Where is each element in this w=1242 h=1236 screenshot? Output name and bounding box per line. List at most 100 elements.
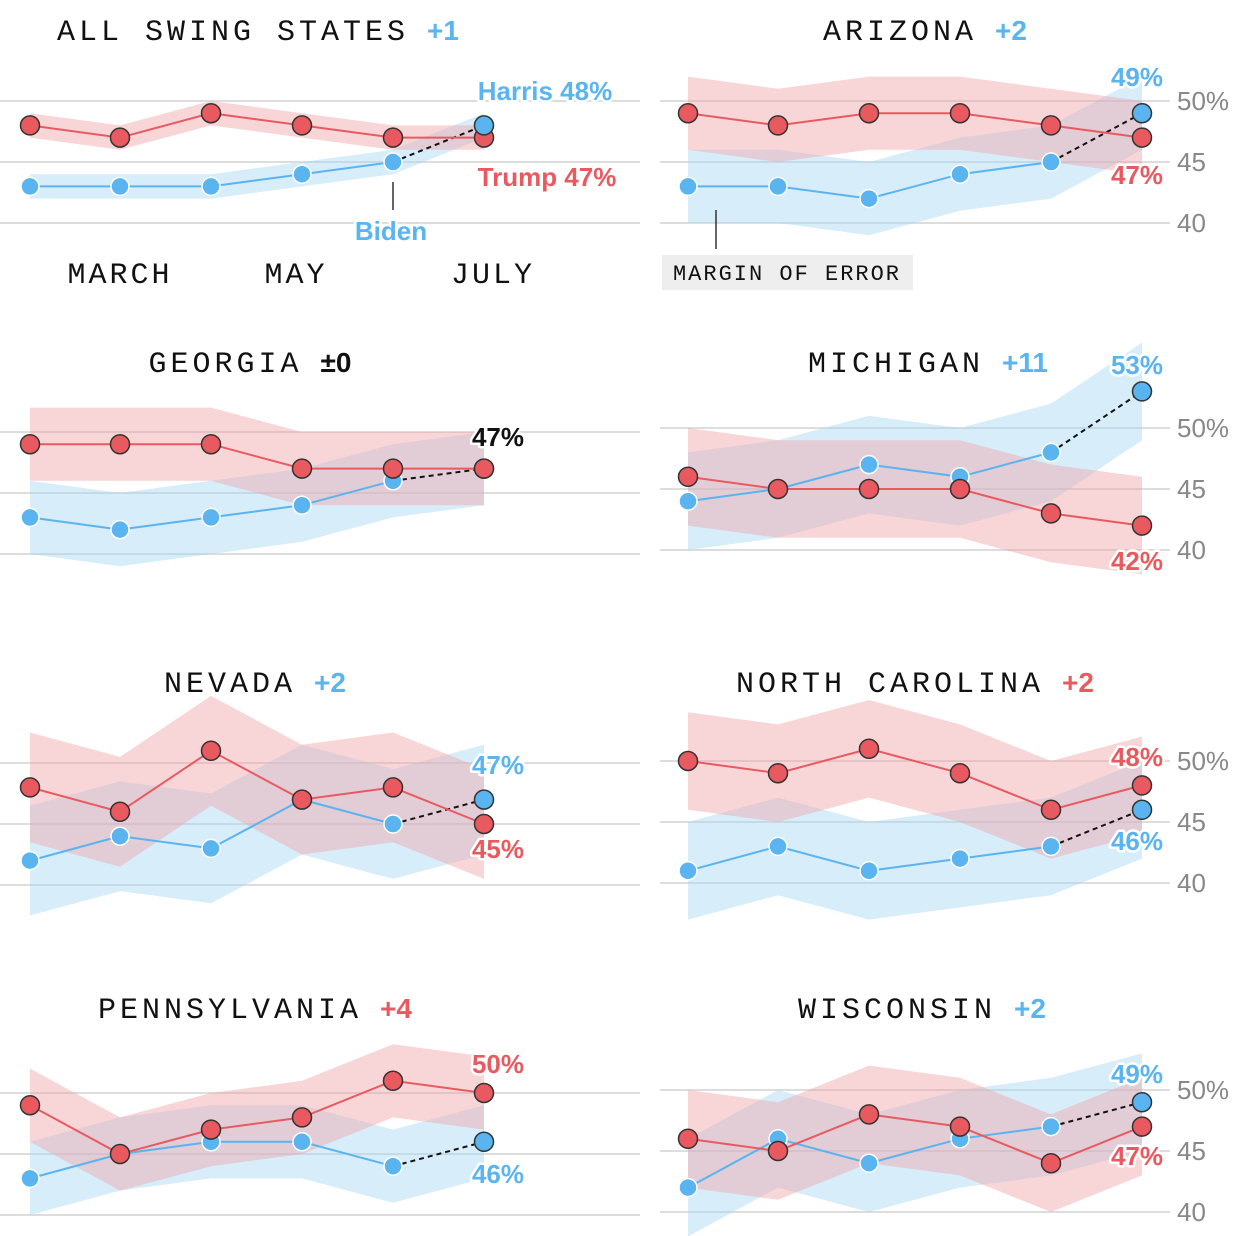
panel-michigan: 50% 45 40 MICHIGAN +11 53% 42%	[660, 342, 1229, 579]
biden-point	[678, 176, 698, 197]
trump-point	[291, 1107, 313, 1128]
lead-margin: +2	[995, 15, 1027, 46]
panel-north-carolina: 50% 45 40 NORTH CAROLINA +2 48% 46%	[660, 667, 1229, 920]
trump-point	[677, 750, 699, 772]
biden-point	[201, 176, 221, 197]
trump-point	[473, 813, 495, 835]
trump-point	[767, 115, 789, 136]
trump-point	[858, 1104, 880, 1125]
trump-line	[29, 749, 485, 825]
y-tick-label: 45	[1177, 147, 1206, 177]
trump-point	[473, 1082, 495, 1104]
harris-end-label: 49%	[1111, 1059, 1163, 1089]
panel-title: ALL SWING STATES +1	[57, 15, 459, 50]
tie-end-label: 47%	[472, 422, 524, 452]
trump-point	[382, 1070, 404, 1092]
month-label: JULY	[451, 259, 535, 293]
biden-point	[292, 495, 312, 515]
trump-line	[687, 475, 1143, 527]
panel-pennsylvania: PENNSYLVANIA +4 50% 46%	[0, 993, 640, 1216]
trump-point	[200, 1119, 222, 1140]
trump-moe-band	[688, 428, 1142, 575]
state-name: WISCONSIN	[798, 994, 996, 1028]
trump-point	[1040, 799, 1062, 821]
trump-point	[949, 762, 971, 784]
biden-point	[292, 164, 312, 184]
biden-annotation-label: Biden	[355, 216, 427, 246]
harris-end-label: 46%	[1111, 826, 1163, 856]
biden-harris-moe-band	[688, 342, 1142, 550]
biden-point	[678, 491, 698, 511]
harris-point	[1131, 799, 1153, 821]
biden-point	[20, 176, 40, 197]
biden-point	[383, 814, 403, 834]
trump-point	[1040, 1152, 1062, 1174]
lead-margin: +2	[314, 667, 346, 698]
lead-margin: +4	[380, 993, 412, 1024]
panel-title: MICHIGAN +11	[808, 347, 1048, 382]
trump-point	[767, 1140, 789, 1162]
trump-point	[200, 433, 222, 455]
trump-moe-band	[688, 1065, 1142, 1212]
biden-harris-moe-band	[30, 1105, 484, 1215]
trump-moe-band	[688, 700, 1142, 859]
state-name: NORTH CAROLINA	[736, 668, 1044, 702]
biden-point	[950, 164, 970, 184]
trump-moe-band	[30, 695, 484, 879]
panel-nevada: NEVADA +2 47% 45%	[0, 667, 640, 916]
trump-end-label: 42%	[1111, 546, 1163, 576]
biden-harris-moe-band	[30, 432, 484, 567]
harris-dashed-line	[392, 798, 485, 825]
biden-point	[20, 507, 40, 528]
harris-point	[1131, 1091, 1153, 1113]
trump-point	[291, 458, 313, 479]
y-tick-label: 50%	[1177, 1075, 1229, 1105]
lead-margin: ±0	[321, 347, 352, 378]
harris-end-label: Harris 48%	[478, 76, 612, 106]
trump-moe-band	[30, 1044, 484, 1191]
state-name: GEORGIA	[149, 348, 303, 382]
biden-point	[20, 1168, 40, 1189]
biden-point	[20, 850, 40, 871]
biden-harris-moe-band	[30, 113, 484, 199]
harris-dashed-line	[392, 467, 485, 482]
trump-end-label: 45%	[472, 834, 524, 864]
trump-point	[677, 102, 699, 124]
trump-line	[29, 112, 484, 139]
panel-title: NEVADA +2	[164, 667, 346, 702]
trump-point	[1131, 775, 1153, 796]
trump-point	[858, 478, 880, 500]
trump-point	[1131, 515, 1153, 536]
harris-point	[473, 1131, 495, 1153]
biden-harris-moe-band	[30, 744, 484, 916]
trump-point	[473, 458, 495, 479]
panel-title: GEORGIA ±0	[149, 347, 352, 382]
trump-point	[1040, 503, 1062, 524]
biden-point	[201, 838, 221, 859]
harris-end-label: 49%	[1111, 62, 1163, 92]
biden-point	[859, 1153, 879, 1173]
trump-point	[858, 738, 880, 760]
trump-moe-band	[30, 101, 484, 150]
biden-point	[110, 826, 130, 846]
state-name: MICHIGAN	[808, 348, 984, 382]
harris-end-label: 46%	[472, 1159, 524, 1189]
y-tick-label: 50%	[1177, 746, 1229, 776]
biden-point	[110, 519, 130, 540]
y-tick-label: 45	[1177, 474, 1206, 504]
harris-point	[1131, 381, 1153, 402]
trump-point	[767, 762, 789, 784]
y-tick-label: 50%	[1177, 86, 1229, 116]
trump-point	[382, 127, 404, 148]
y-tick-label: 40	[1177, 868, 1206, 898]
trump-point	[1040, 115, 1062, 136]
harris-point	[473, 789, 495, 810]
trump-point	[382, 458, 404, 479]
trump-point	[19, 1094, 41, 1116]
trump-point	[767, 478, 789, 500]
panel-georgia: GEORGIA ±0 47%	[0, 347, 640, 567]
y-tick-label: 40	[1177, 208, 1206, 238]
y-tick-label: 50%	[1177, 413, 1229, 443]
harris-dashed-line	[1050, 390, 1143, 454]
trump-line	[29, 1079, 485, 1156]
